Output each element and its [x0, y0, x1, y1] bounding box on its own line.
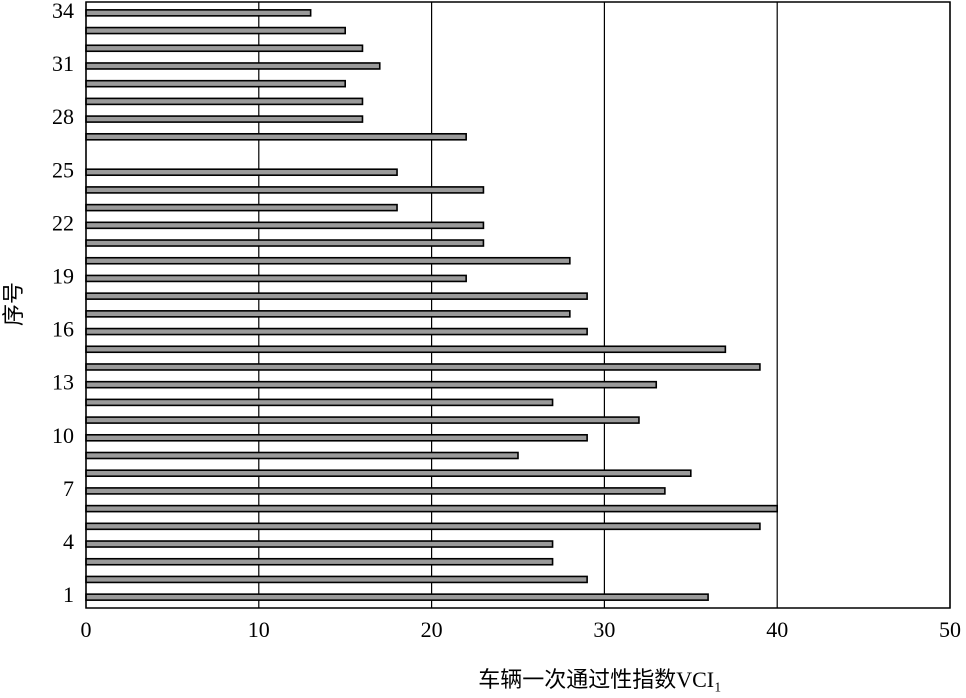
- bar: [85, 274, 467, 283]
- bar: [85, 469, 692, 478]
- bar: [85, 345, 727, 354]
- bar: [85, 504, 779, 513]
- x-tick-label: 20: [421, 617, 443, 642]
- bar: [85, 487, 666, 495]
- y-tick-label: 31: [52, 51, 74, 76]
- y-tick-label: 28: [52, 104, 74, 129]
- y-tick-label: 16: [52, 317, 74, 342]
- bar: [85, 522, 761, 531]
- bar: [85, 398, 554, 407]
- bar: [85, 9, 312, 17]
- bar: [85, 292, 588, 300]
- plot-frame: [85, 1, 951, 609]
- bar: [85, 593, 709, 601]
- bar: [85, 115, 364, 123]
- bar: [85, 380, 658, 389]
- y-tick-label: 19: [52, 263, 74, 288]
- y-tick-label: 22: [52, 210, 74, 235]
- x-tick-label: 40: [766, 617, 788, 642]
- bar: [85, 575, 588, 584]
- bar: [85, 256, 571, 265]
- bar: [85, 327, 588, 336]
- bar: [85, 44, 364, 53]
- x-tick-label: 30: [593, 617, 615, 642]
- y-tick-label: 13: [52, 370, 74, 395]
- bar: [85, 26, 347, 35]
- bar: [85, 132, 467, 141]
- bar: [85, 416, 640, 424]
- y-axis-label: 序号: [1, 282, 26, 326]
- bar: [85, 433, 588, 442]
- bar: [85, 203, 398, 212]
- bar: [85, 239, 485, 247]
- y-tick-label: 25: [52, 157, 74, 182]
- x-tick-label: 10: [248, 617, 270, 642]
- bar: [85, 451, 519, 460]
- y-tick-label: 4: [63, 529, 74, 554]
- y-tick-label: 1: [63, 582, 74, 607]
- x-tick-label: 50: [939, 617, 961, 642]
- x-axis-label: 车辆一次通过性指数VCI₁: [478, 667, 722, 692]
- y-tick-label: 7: [63, 476, 74, 501]
- bar: [85, 310, 571, 318]
- x-tick-label: 0: [81, 617, 92, 642]
- bar: [85, 79, 347, 88]
- bar: [85, 168, 398, 177]
- bar: [85, 363, 761, 371]
- bar: [85, 221, 485, 230]
- bar: [85, 186, 485, 194]
- y-tick-label: 10: [52, 423, 74, 448]
- y-tick-label: 34: [52, 0, 74, 23]
- bar: [85, 62, 381, 70]
- bar: [85, 540, 554, 548]
- bar: [85, 557, 554, 566]
- bar: [85, 97, 364, 106]
